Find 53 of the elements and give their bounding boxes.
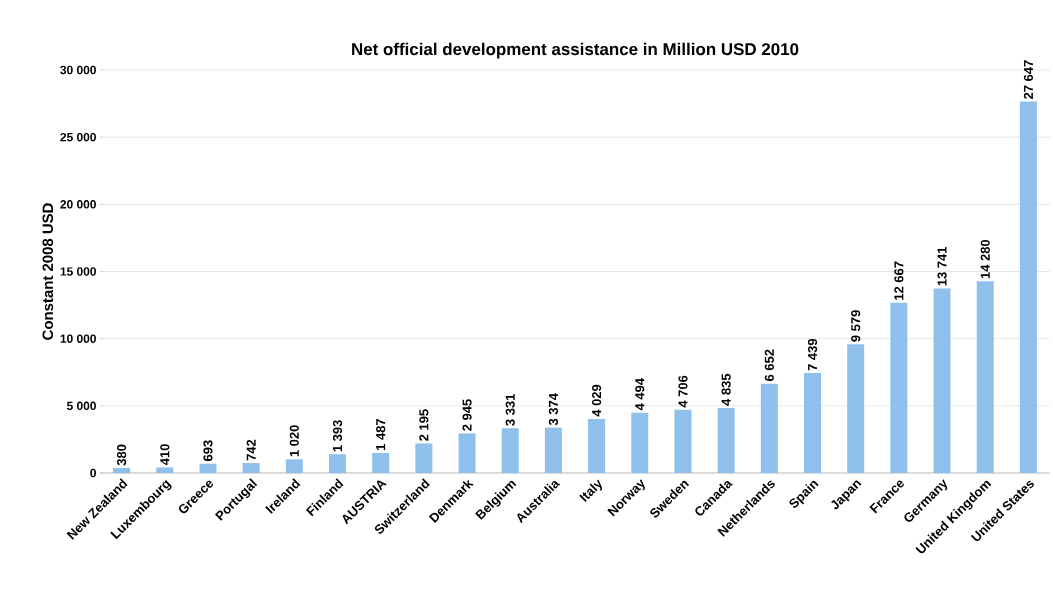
bar [804,373,822,473]
data-label: 1 020 [289,425,299,457]
y-tick-label: 10 000 [60,334,96,343]
bar [113,467,131,473]
bar [976,281,994,473]
bar [717,408,735,473]
data-label: 410 [160,444,170,466]
bar [760,383,778,473]
bar [285,459,303,473]
data-label: 1 393 [332,420,343,452]
data-label: 6 652 [764,349,774,381]
y-tick-label: 15 000 [60,267,96,276]
data-label: 2 195 [419,409,429,441]
bar [674,409,692,473]
bar [933,288,951,473]
bar [415,443,433,473]
bar [890,302,908,473]
data-label: 4 494 [635,378,645,411]
bar [847,344,865,473]
bar [329,454,346,473]
data-label: 14 280 [980,239,990,279]
data-label: 13 741 [937,246,947,286]
data-label: 9 579 [851,310,861,342]
bar [199,463,217,473]
data-label: 1 487 [376,418,386,451]
data-label: 4 835 [721,373,731,406]
data-label: 4 029 [592,384,602,417]
bar [501,428,519,473]
bar [372,453,390,473]
bar [1019,101,1037,473]
data-label: 27 647 [1023,60,1033,99]
data-label: 12 667 [894,261,904,300]
bar [544,427,562,473]
y-axis-title: Constant 2008 USD [42,203,54,340]
chart-title: Net official development assistance in Million USD 2010 [352,42,799,59]
bar [156,467,174,473]
bar [458,433,476,473]
data-label: 2 945 [462,399,472,431]
data-label: 380 [116,444,127,466]
data-label: 4 706 [678,375,688,408]
bar [588,418,606,473]
y-tick-label: 5 000 [66,401,96,411]
y-tick-label: 20 000 [60,200,96,209]
data-label: 3 331 [505,394,515,426]
bar [242,463,260,473]
y-tick-label: 30 000 [60,65,96,75]
bar [631,412,649,473]
data-label: 7 439 [807,338,818,371]
y-tick-label: 25 000 [60,132,96,142]
data-label: 693 [203,440,213,462]
data-label: 742 [246,439,256,461]
data-label: 3 374 [548,393,558,426]
y-tick-label: 0 [90,468,96,478]
